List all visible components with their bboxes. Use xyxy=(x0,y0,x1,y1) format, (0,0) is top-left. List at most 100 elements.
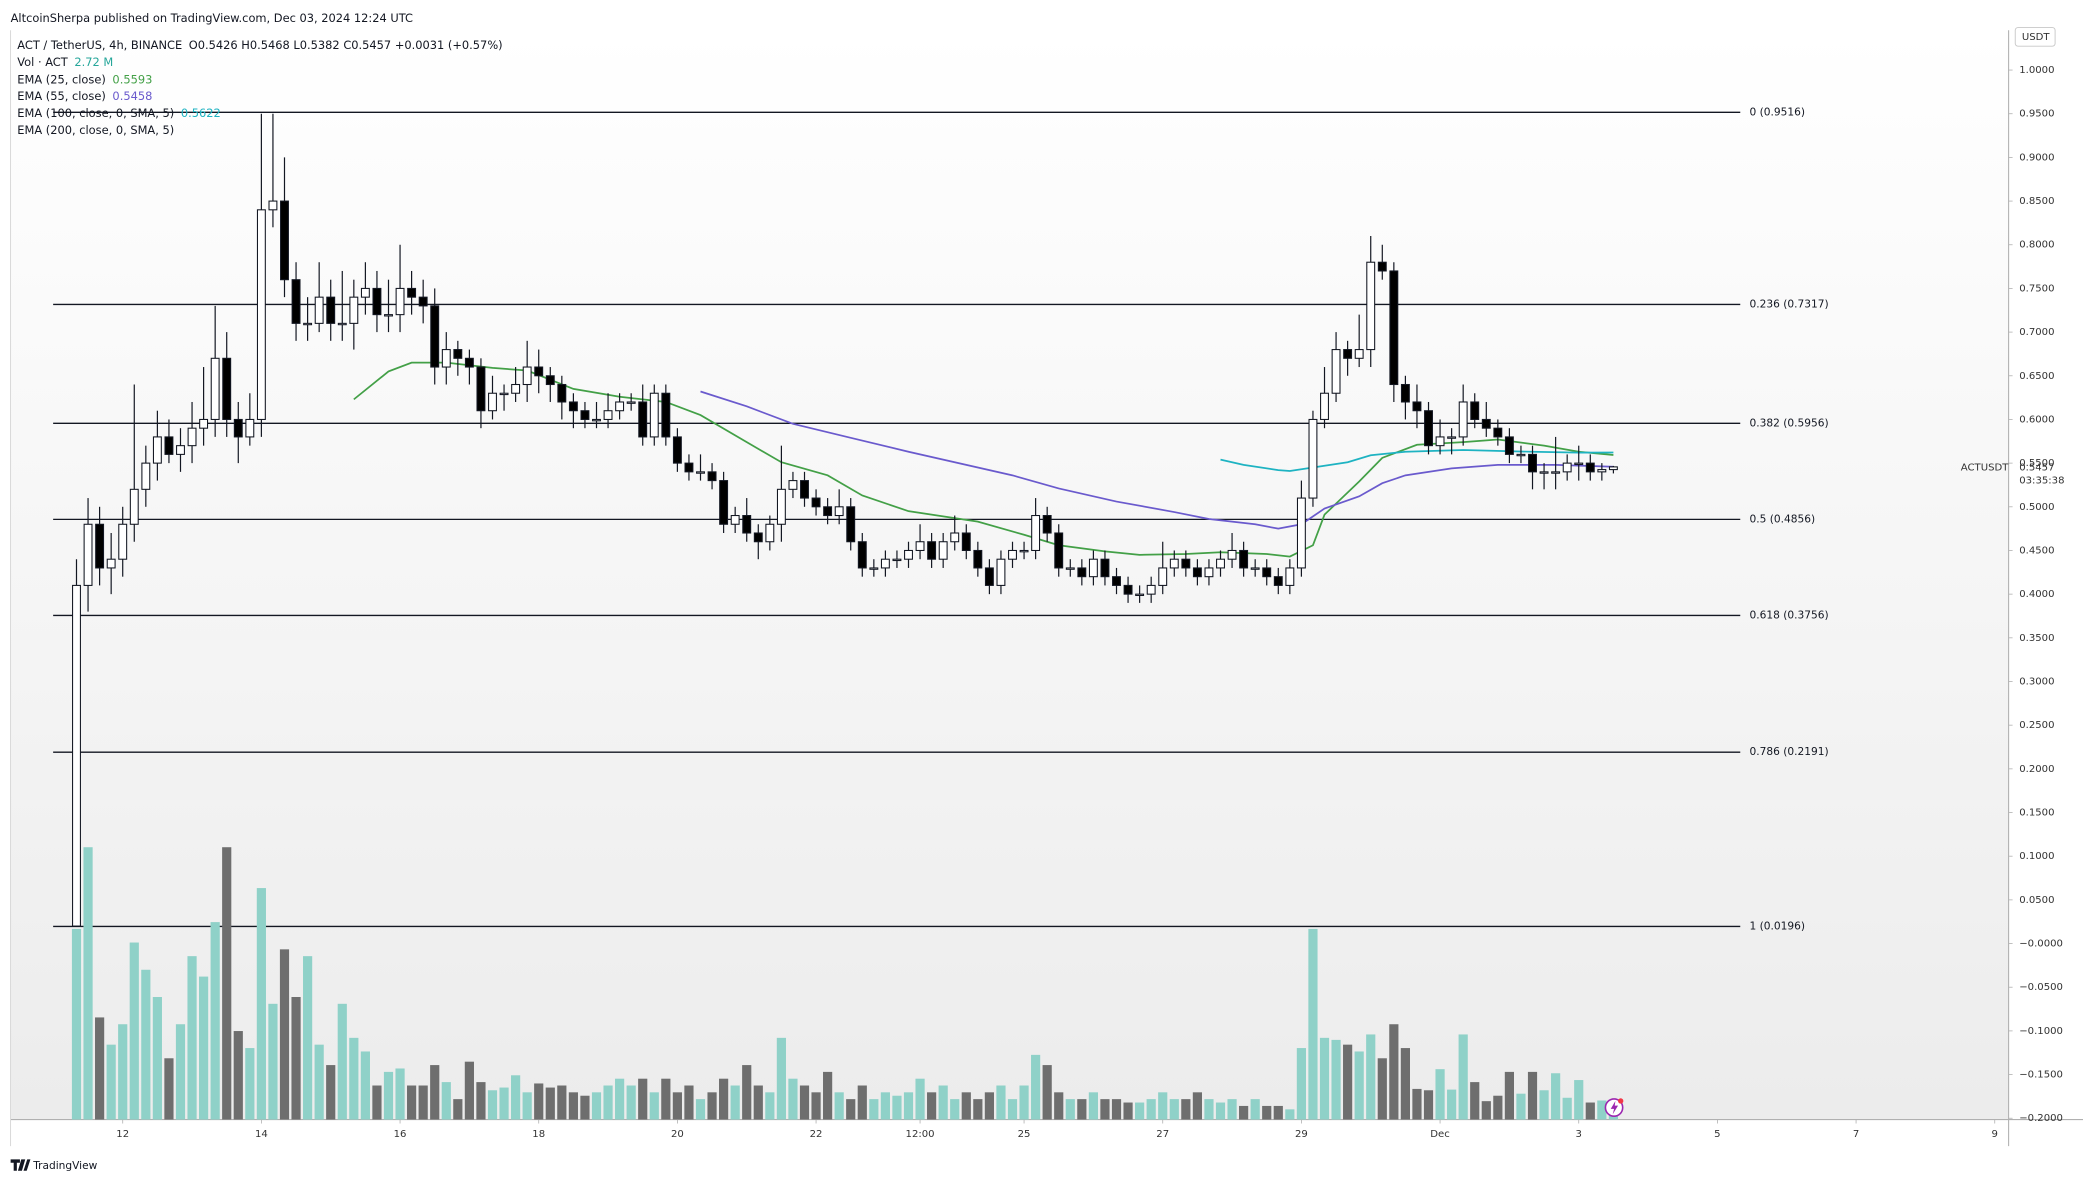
candle-body xyxy=(823,506,833,517)
fib-level-label: 0 (0.9516) xyxy=(1750,105,1806,118)
volume-bar xyxy=(1458,1034,1468,1120)
volume-bar xyxy=(695,1099,706,1120)
candle-body xyxy=(1112,576,1121,586)
symbol-label: ACTUSDT xyxy=(1961,462,2009,473)
candle-body xyxy=(1528,453,1537,473)
volume-bar xyxy=(615,1078,625,1120)
volume-bar xyxy=(1319,1037,1330,1120)
y-tick-label: 0.7500 xyxy=(2019,283,2054,294)
volume-bar xyxy=(1250,1099,1260,1120)
legend-value: 0.5593 xyxy=(112,72,152,86)
currency[interactable]: USDT xyxy=(2022,32,2051,43)
candle-body xyxy=(118,523,128,560)
volume-bar xyxy=(973,1099,983,1120)
volume-bar xyxy=(903,1092,914,1120)
y-tick-label: 0.4500 xyxy=(2019,545,2054,556)
candle-body xyxy=(1608,466,1618,471)
volume-bar xyxy=(961,1092,971,1120)
volume-bar xyxy=(1019,1085,1029,1120)
volume-bar xyxy=(268,1003,278,1120)
candle-body xyxy=(1574,462,1584,465)
candle-body xyxy=(707,471,717,482)
y-tick-label: 0.6000 xyxy=(2019,414,2054,425)
candle-body xyxy=(719,480,729,525)
volume-bar xyxy=(1088,1092,1098,1120)
volume-bar xyxy=(337,1003,347,1120)
volume-bar xyxy=(661,1078,671,1120)
x-tick-label: 12 xyxy=(116,1129,129,1140)
candle-body xyxy=(499,392,509,396)
candle-body xyxy=(314,296,324,324)
candle-body xyxy=(973,549,983,569)
candle-body xyxy=(638,401,648,438)
candle-body xyxy=(950,532,960,543)
volume-bar xyxy=(1192,1092,1202,1120)
candle-body xyxy=(765,523,775,543)
candle-body xyxy=(580,410,590,420)
candle-body xyxy=(1273,576,1283,586)
candle-body xyxy=(1400,383,1410,403)
fib-level-label: 1 (0.0196) xyxy=(1750,919,1806,932)
candle-body xyxy=(1054,532,1064,569)
candle-body xyxy=(788,480,798,490)
x-tick-label: 29 xyxy=(1295,1129,1308,1140)
y-tick-label: 0.5500 xyxy=(2019,458,2054,469)
volume-bar xyxy=(811,1092,821,1120)
legend-name: EMA (55, close) xyxy=(17,89,106,103)
y-tick-label: 0.1500 xyxy=(2019,808,2054,819)
candle-body xyxy=(1389,270,1399,386)
legend-name: EMA (100, close, 0, SMA, 5) xyxy=(17,106,174,120)
candle-body xyxy=(1343,349,1353,359)
legend-entry: EMA (200, close, 0, SMA, 5) xyxy=(17,122,174,136)
volume-bar xyxy=(152,997,162,1120)
candle-body xyxy=(407,287,417,298)
volume-bar xyxy=(1470,1082,1480,1120)
volume-bar xyxy=(453,1099,463,1120)
candle-body xyxy=(1308,418,1318,499)
volume-bar xyxy=(233,1031,243,1120)
volume-bar xyxy=(1377,1058,1387,1120)
currency-box[interactable] xyxy=(2014,27,2056,47)
volume-bar xyxy=(1539,1090,1549,1120)
candle-body xyxy=(592,418,601,422)
volume-bar xyxy=(823,1071,833,1120)
volume-bar xyxy=(1331,1039,1341,1120)
volume-bar xyxy=(1516,1093,1526,1120)
candle-body xyxy=(1008,549,1017,560)
candle-body xyxy=(684,462,694,473)
x-tick-label: Dec xyxy=(1430,1129,1450,1140)
x-tick-label: 18 xyxy=(532,1129,545,1140)
candle-body xyxy=(1377,261,1387,272)
symbol-line: ACT / TetherUS, 4h, BINANCE O0.5426 H0.54… xyxy=(17,37,502,51)
candle-body xyxy=(730,515,740,525)
y-tick-label: 0.2500 xyxy=(2019,720,2054,731)
candle-body xyxy=(303,322,313,326)
volume-bar xyxy=(1308,928,1318,1120)
fib-level-label: 0.382 (0.5956) xyxy=(1750,416,1829,429)
volume-bar xyxy=(846,1099,856,1120)
candle-body xyxy=(938,541,948,560)
x-tick-label: 22 xyxy=(810,1129,823,1140)
candle-body xyxy=(418,296,428,307)
x-tick-label: 9 xyxy=(1992,1129,1998,1140)
volume-bar xyxy=(256,888,266,1120)
volume-bar xyxy=(314,1044,324,1120)
y-tick-label: −0.1500 xyxy=(2019,1070,2063,1081)
candle-body xyxy=(880,558,890,569)
volume-bar xyxy=(1123,1102,1133,1120)
candle-body xyxy=(834,506,844,517)
volume-bar xyxy=(1423,1090,1434,1120)
volume-bar xyxy=(430,1065,440,1120)
candle-body xyxy=(1412,401,1422,412)
y-tick-label: 0.8500 xyxy=(2019,196,2054,207)
bar-countdown: 03:35:38 xyxy=(2019,476,2064,487)
volume-bar xyxy=(1562,1097,1572,1120)
candle-body xyxy=(1019,549,1029,553)
volume-bar xyxy=(71,928,82,1120)
volume-bar xyxy=(672,1092,682,1120)
candle-body xyxy=(349,296,359,324)
candle-body xyxy=(661,392,671,438)
volume-bar xyxy=(1585,1102,1595,1120)
candle-body xyxy=(1250,567,1260,570)
